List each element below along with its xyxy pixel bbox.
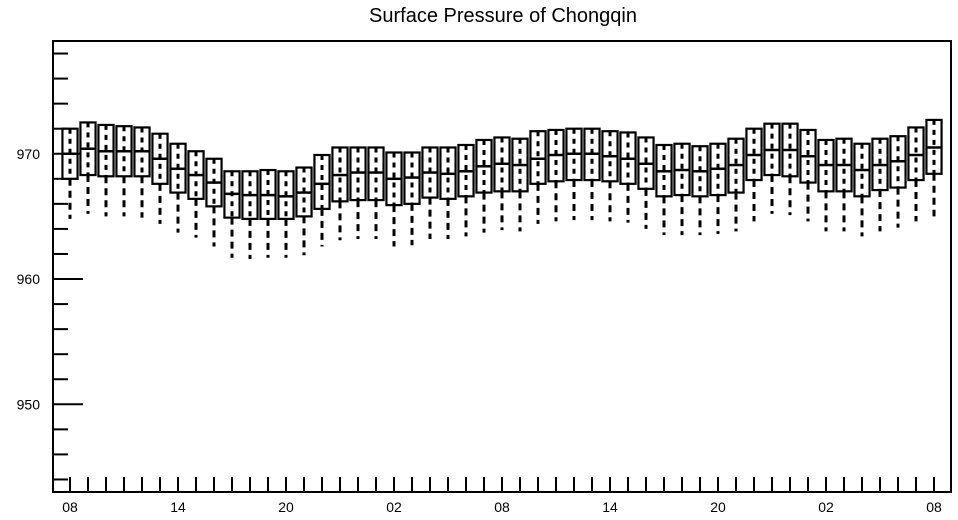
- box-series: [61, 118, 943, 259]
- x-tick-label: 14: [602, 499, 618, 515]
- x-tick-label: 08: [926, 499, 942, 515]
- y-tick-label: 960: [17, 271, 41, 287]
- box: [385, 151, 403, 247]
- box: [601, 130, 619, 222]
- box: [619, 131, 637, 223]
- box: [79, 121, 97, 214]
- box: [97, 123, 115, 217]
- box: [889, 135, 907, 228]
- box: [817, 138, 835, 232]
- box: [295, 166, 313, 256]
- box: [475, 138, 493, 233]
- x-tick-label: 14: [170, 499, 186, 515]
- box: [133, 126, 151, 218]
- box: [547, 128, 565, 222]
- plot-frame: [52, 40, 952, 493]
- box: [799, 128, 817, 222]
- box: [565, 127, 583, 221]
- box: [853, 142, 871, 237]
- box: [187, 150, 205, 238]
- x-tick-label: 02: [386, 499, 402, 515]
- box: [241, 170, 259, 259]
- x-tick-label: 20: [278, 499, 294, 515]
- box: [925, 118, 943, 217]
- box: [205, 157, 223, 247]
- box: [223, 170, 241, 258]
- box: [745, 127, 763, 222]
- box: [709, 142, 727, 234]
- x-tick-label: 08: [62, 499, 78, 515]
- box: [655, 143, 673, 236]
- box: [583, 127, 601, 221]
- y-tick-label: 970: [17, 146, 41, 162]
- box: [511, 137, 529, 232]
- box: [115, 125, 133, 217]
- box: [439, 146, 457, 239]
- box: [169, 142, 187, 233]
- box: [637, 136, 655, 229]
- box: [781, 122, 799, 216]
- box: [349, 146, 367, 239]
- chart-title: Surface Pressure of Chongqin: [369, 5, 637, 27]
- y-axis: 950 960 970: [17, 52, 83, 481]
- box: [259, 168, 277, 258]
- box: [673, 142, 691, 236]
- box-iqr: [313, 153, 331, 210]
- box: [763, 122, 781, 214]
- box: [421, 146, 439, 239]
- box: [493, 136, 511, 231]
- x-axis: 08 14 20 02 08 14 20 02 08: [62, 477, 942, 515]
- box: [151, 132, 169, 224]
- box: [727, 137, 745, 232]
- box: [367, 146, 385, 239]
- box: [313, 153, 331, 247]
- box: [403, 151, 421, 246]
- x-tick-label: 02: [818, 499, 834, 515]
- box: [277, 170, 295, 258]
- box: [907, 126, 925, 222]
- box: [871, 137, 889, 232]
- box: [691, 145, 709, 236]
- box: [835, 137, 853, 232]
- box: [529, 130, 547, 224]
- box: [61, 127, 79, 219]
- y-tick-label: 950: [17, 396, 41, 412]
- x-tick-label: 20: [710, 499, 726, 515]
- box: [331, 146, 349, 241]
- x-tick-label: 08: [494, 499, 510, 515]
- box: [457, 143, 475, 237]
